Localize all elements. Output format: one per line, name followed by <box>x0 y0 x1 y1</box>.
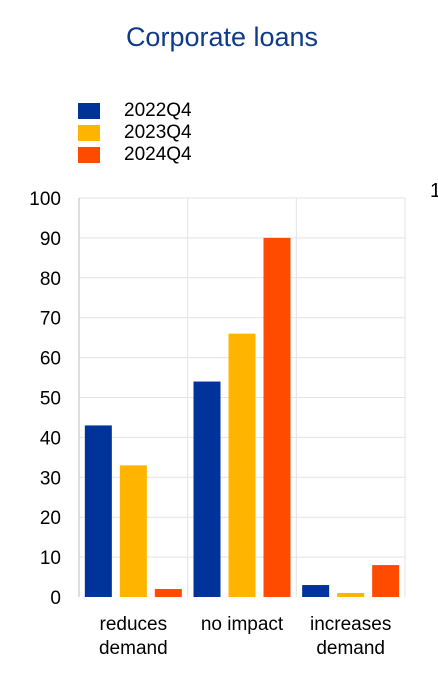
bar <box>154 589 182 597</box>
y-tick-label: 70 <box>40 309 61 330</box>
y-tick-label: 50 <box>40 389 61 410</box>
x-tick-label: demand <box>99 638 168 659</box>
y-tick-label: 10 <box>40 548 61 569</box>
y-tick-label: 60 <box>40 349 61 370</box>
bar <box>119 465 147 597</box>
y-tick-label: 30 <box>40 468 61 489</box>
y-tick-label: 40 <box>40 428 61 449</box>
y-tick-label: 20 <box>40 508 61 529</box>
legend: 2022Q4 2023Q4 2024Q4 <box>78 100 192 166</box>
y-tick-label: 80 <box>40 269 61 290</box>
legend-label: 2022Q4 <box>124 100 192 121</box>
bar <box>263 237 291 597</box>
legend-label: 2023Q4 <box>124 122 192 143</box>
x-tick-label: demand <box>316 638 385 659</box>
bar <box>228 333 256 597</box>
bar <box>372 565 400 597</box>
y-tick-label: 0 <box>50 588 61 609</box>
bar <box>302 585 330 597</box>
bar <box>337 593 365 597</box>
x-tick-label: increases <box>310 614 391 635</box>
edge-mark: 1 <box>430 180 438 202</box>
legend-swatch <box>78 147 100 163</box>
legend-swatch <box>78 125 100 141</box>
bar <box>193 381 221 597</box>
legend-swatch <box>78 103 100 119</box>
y-tick-label: 90 <box>40 229 61 250</box>
bar <box>84 425 112 597</box>
x-tick-label: reduces <box>100 614 168 635</box>
y-tick-label: 100 <box>29 189 61 210</box>
chart-title: Corporate loans <box>125 22 319 52</box>
legend-item-2022q4: 2022Q4 <box>78 100 192 122</box>
legend-item-2023q4: 2023Q4 <box>78 122 192 144</box>
legend-item-2024q4: 2024Q4 <box>78 144 192 166</box>
x-tick-label: no impact <box>201 614 284 635</box>
legend-label: 2024Q4 <box>124 144 192 165</box>
